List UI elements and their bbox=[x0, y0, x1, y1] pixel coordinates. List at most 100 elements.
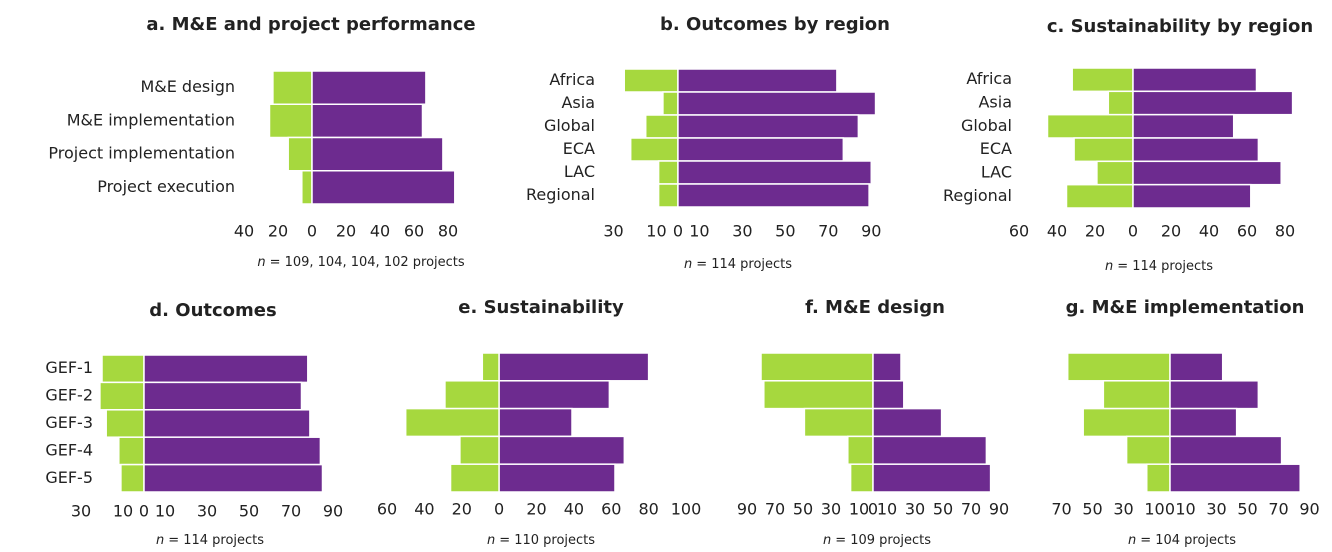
x-tick-label: 0 bbox=[1128, 222, 1138, 241]
panel-title: b. Outcomes by region bbox=[660, 14, 890, 35]
category-label: ECA bbox=[563, 139, 595, 158]
x-tick-label: 40 bbox=[370, 222, 390, 241]
bar bbox=[872, 380, 905, 410]
bar bbox=[311, 170, 456, 205]
bar bbox=[849, 463, 874, 493]
x-tick-label: 70 bbox=[765, 500, 785, 519]
panel-title: g. M&E implementation bbox=[1066, 297, 1305, 318]
bar bbox=[1132, 160, 1282, 186]
category-label: GEF-1 bbox=[45, 358, 93, 377]
panel-title: e. Sustainability bbox=[458, 297, 624, 318]
bar bbox=[311, 70, 427, 105]
footnote: n = 109 projects bbox=[823, 533, 931, 548]
x-tick-label: 90 bbox=[737, 500, 757, 519]
bar bbox=[268, 103, 313, 139]
category-label: Global bbox=[961, 116, 1012, 135]
footnote-symbol: n bbox=[487, 533, 495, 548]
bar bbox=[272, 70, 313, 105]
x-tick-label: 20 bbox=[452, 500, 472, 519]
x-tick-label: 0 bbox=[307, 222, 317, 241]
x-tick-label: 90 bbox=[861, 222, 881, 241]
bar bbox=[677, 137, 845, 162]
panel: c. Sustainability by region Africa Asia Glo… bbox=[943, 16, 1313, 274]
x-tick-label: 30 bbox=[821, 500, 841, 519]
bar bbox=[677, 160, 873, 185]
category-label: ECA bbox=[980, 139, 1012, 158]
x-tick-label: 30 bbox=[603, 222, 623, 241]
footnote-text: = 104 projects bbox=[1140, 533, 1236, 548]
x-tick-label: 50 bbox=[793, 500, 813, 519]
x-tick-label: 80 bbox=[638, 500, 658, 519]
bar bbox=[1125, 435, 1171, 465]
category-label: GEF-3 bbox=[45, 413, 93, 432]
category-label: Global bbox=[544, 116, 595, 135]
bar bbox=[1169, 407, 1238, 438]
x-tick-label: 30 bbox=[1206, 500, 1226, 519]
panel-title: c. Sustainability by region bbox=[1047, 16, 1313, 37]
x-tick-label: 60 bbox=[404, 222, 424, 241]
bar bbox=[657, 160, 679, 185]
bar bbox=[1107, 90, 1134, 116]
footnote-text: = 110 projects bbox=[499, 533, 595, 548]
footnote-text: = 114 projects bbox=[696, 257, 792, 272]
bar bbox=[498, 463, 616, 493]
bar bbox=[287, 136, 313, 172]
footnote-symbol: n bbox=[257, 255, 265, 270]
x-tick-label: 60 bbox=[601, 500, 621, 519]
footnote-symbol: n bbox=[1105, 259, 1113, 274]
footnote-text: = 114 projects bbox=[1117, 259, 1213, 274]
bar bbox=[444, 380, 500, 410]
bar bbox=[677, 183, 870, 208]
bar bbox=[872, 407, 943, 438]
x-tick-label: 10 bbox=[849, 500, 869, 519]
x-tick-label: 40 bbox=[234, 222, 254, 241]
x-tick-label: 80 bbox=[438, 222, 458, 241]
panel: a. M&E and project performance M&E design… bbox=[48, 14, 475, 270]
category-label: GEF-4 bbox=[45, 440, 93, 459]
bar bbox=[1169, 463, 1301, 493]
x-tick-label: 10 bbox=[155, 502, 175, 521]
x-tick-label: 30 bbox=[905, 500, 925, 519]
bar bbox=[481, 352, 500, 382]
x-tick-label: 10 bbox=[877, 500, 897, 519]
bar bbox=[1169, 352, 1224, 382]
footnote: n = 114 projects bbox=[156, 533, 264, 548]
bar bbox=[662, 91, 679, 116]
x-tick-label: 70 bbox=[281, 502, 301, 521]
bar bbox=[311, 136, 444, 172]
bar bbox=[1132, 183, 1252, 209]
bar bbox=[1169, 380, 1260, 410]
x-tick-label: 20 bbox=[268, 222, 288, 241]
x-tick-label: 0 bbox=[139, 502, 149, 521]
bar bbox=[99, 381, 145, 411]
bar bbox=[1132, 113, 1235, 139]
bar bbox=[498, 380, 611, 410]
footnote-symbol: n bbox=[823, 533, 831, 548]
bar bbox=[1132, 67, 1258, 93]
category-label: Africa bbox=[549, 70, 595, 89]
bar bbox=[623, 68, 679, 93]
x-tick-label: 10 bbox=[1175, 500, 1195, 519]
x-tick-label: 30 bbox=[71, 502, 91, 521]
bar bbox=[101, 354, 145, 384]
x-tick-label: 30 bbox=[197, 502, 217, 521]
bar bbox=[143, 409, 311, 438]
category-label: Asia bbox=[978, 93, 1012, 112]
bar bbox=[1082, 407, 1171, 438]
footnote-symbol: n bbox=[1128, 533, 1136, 548]
category-label: GEF-2 bbox=[45, 386, 93, 405]
bar bbox=[803, 407, 874, 438]
bar bbox=[677, 68, 838, 93]
x-tick-label: 70 bbox=[818, 222, 838, 241]
bar bbox=[1146, 463, 1171, 493]
bar bbox=[1071, 67, 1134, 93]
category-label: Asia bbox=[561, 93, 595, 112]
x-tick-label: 100 bbox=[671, 500, 702, 519]
footnote-text: = 114 projects bbox=[168, 533, 264, 548]
x-tick-label: 20 bbox=[526, 500, 546, 519]
footnote-text: = 109, 104, 104, 102 projects bbox=[270, 255, 465, 270]
x-tick-label: 90 bbox=[989, 500, 1009, 519]
footnote: n = 114 projects bbox=[1105, 259, 1213, 274]
bar bbox=[143, 463, 324, 493]
